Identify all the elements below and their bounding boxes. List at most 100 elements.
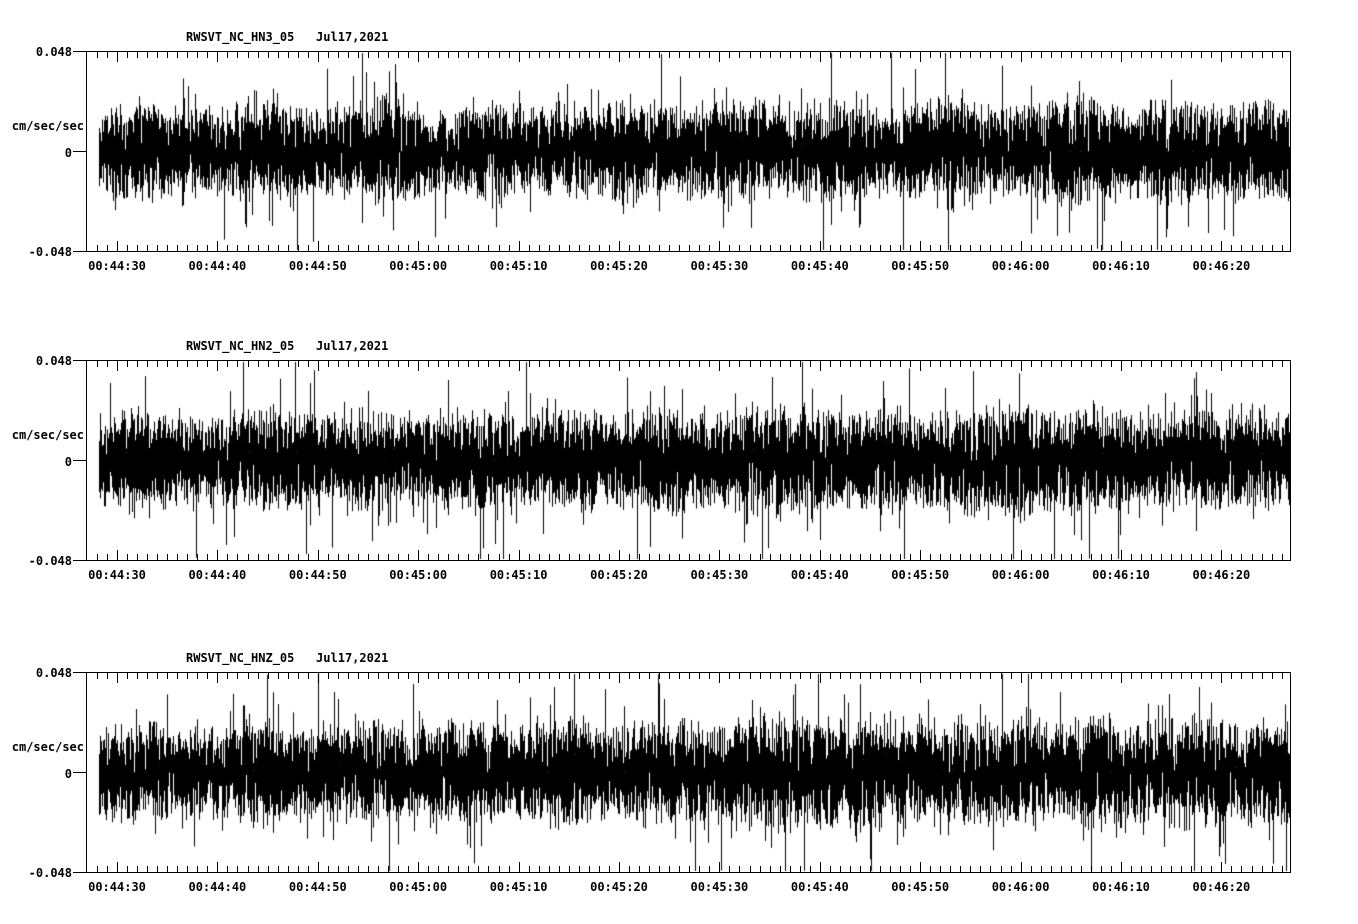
axis-tick [378,52,379,58]
axis-tick [990,866,991,872]
axis-tick [900,245,901,251]
axis-tick [258,866,259,872]
axis-tick [770,866,771,872]
axis-tick [147,52,148,58]
axis-tick [278,361,279,367]
axis-tick [850,673,851,679]
axis-tick [1021,361,1022,371]
axis-tick [1262,52,1263,58]
axis-tick [649,52,650,58]
axis-tick [659,361,660,367]
axis-tick [960,866,961,872]
axis-tick [1161,866,1162,872]
axis-tick [478,361,479,367]
axis-tick [388,361,389,367]
axis-tick [227,673,228,679]
axis-tick [318,673,319,683]
axis-tick [117,862,118,872]
axis-tick [1201,673,1202,679]
axis-tick [97,245,98,251]
axis-tick [1051,866,1052,872]
axis-tick [860,673,861,679]
axis-tick [157,52,158,58]
axis-tick [970,245,971,251]
axis-tick [1231,52,1232,58]
axis-tick [258,245,259,251]
axis-tick [1171,866,1172,872]
axis-tick [398,866,399,872]
axis-tick [1201,245,1202,251]
axis-tick [1021,52,1022,62]
axis-tick [609,673,610,679]
axis-tick [980,361,981,367]
seismogram-panel-hnz: RWSVT_NC_HNZ_05 Jul17,2021 0.048 cm/sec/… [0,614,1358,924]
axis-tick [408,673,409,679]
axis-tick [167,52,168,58]
axis-tick [1051,52,1052,58]
axis-tick [127,52,128,58]
axis-tick [288,361,289,367]
x-axis-tick-label: 00:45:40 [790,259,849,273]
axis-tick [830,554,831,560]
axis-tick [1021,550,1022,560]
y-axis-tick [73,672,86,673]
axis-tick [268,673,269,679]
axis-tick [1241,866,1242,872]
axis-tick [378,245,379,251]
axis-tick [800,52,801,58]
axis-tick [870,245,871,251]
axis-tick [1272,554,1273,560]
axis-tick [800,866,801,872]
axis-tick [880,673,881,679]
axis-tick [739,554,740,560]
axis-tick [468,52,469,58]
axis-tick [97,673,98,679]
axis-tick [629,361,630,367]
axis-tick [980,866,981,872]
axis-tick [1061,554,1062,560]
axis-tick [418,361,419,371]
waveform-trace-hnz [87,673,1290,872]
axis-tick [990,52,991,58]
axis-tick [227,245,228,251]
axis-tick [890,52,891,58]
x-axis-tick-label: 00:45:20 [590,568,648,582]
axis-tick [147,361,148,367]
axis-tick [499,52,500,58]
seismogram-panel-hn2: RWSVT_NC_HN2_05 Jul17,2021 0.048 cm/sec/… [0,308,1358,608]
axis-tick [258,52,259,58]
y-axis-unit-hn2: cm/sec/sec [11,428,84,442]
axis-tick [278,52,279,58]
axis-tick [1031,245,1032,251]
axis-tick [308,673,309,679]
x-axis-tick-label: 00:45:30 [690,568,749,582]
axis-tick [549,52,550,58]
axis-tick [539,245,540,251]
x-axis-tick-label: 00:44:50 [288,568,347,582]
axis-tick [890,361,891,367]
axis-tick [187,361,188,367]
axis-tick [910,245,911,251]
axis-tick [137,866,138,872]
axis-tick [1181,866,1182,872]
axis-tick [1231,245,1232,251]
axis-tick [1091,673,1092,679]
axis-tick [950,361,951,367]
axis-tick [850,361,851,367]
axis-tick [519,862,520,872]
axis-tick [258,554,259,560]
axis-tick [167,361,168,367]
axis-tick [358,245,359,251]
axis-tick [679,245,680,251]
axis-tick [709,554,710,560]
axis-tick [378,866,379,872]
axis-tick [328,866,329,872]
axis-tick [1091,361,1092,367]
axis-tick [418,862,419,872]
x-axis-tick-label: 00:46:10 [1092,568,1150,582]
axis-tick [197,361,198,367]
axis-tick [699,361,700,367]
axis-tick [117,550,118,560]
axis-tick [1161,52,1162,58]
axis-tick [107,245,108,251]
